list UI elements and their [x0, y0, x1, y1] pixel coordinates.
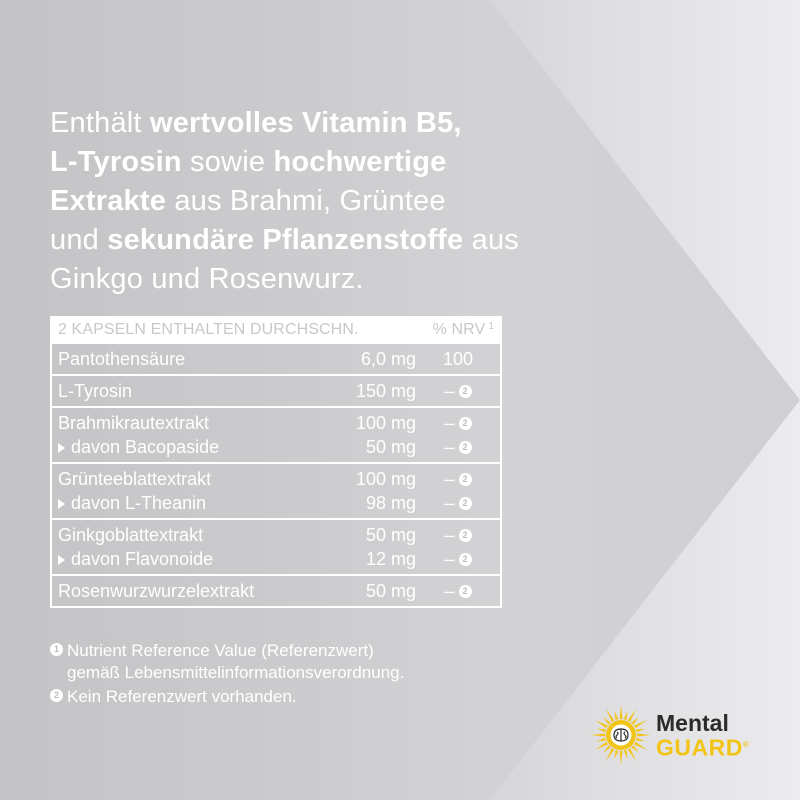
nutrient-name: Grünteeblattextrakt	[58, 468, 212, 489]
nutrient-amount: 50 mg	[365, 580, 416, 601]
table-row: L-Tyrosin 150 mg –2	[52, 379, 500, 403]
table-row: davon L-Theanin 98 mg –2	[52, 491, 500, 515]
headline-part: aus Brahmi, Grüntee	[166, 185, 446, 217]
headline-part: hochwertige	[273, 146, 447, 178]
nutrient-nrv: –2	[426, 493, 500, 514]
nutrient-nrv: –2	[426, 381, 500, 402]
nutrient-nrv: –2	[426, 549, 500, 570]
table-header: 2 KAPSELN ENTHALTEN DURCHSCHN. % NRV 1	[50, 316, 502, 344]
footnote-ref-badge: 2	[458, 416, 472, 430]
headline-part: L-Tyrosin	[50, 146, 182, 178]
nutrition-table: 2 KAPSELN ENTHALTEN DURCHSCHN. % NRV 1 Pa…	[50, 316, 502, 608]
brain-sun-icon	[591, 705, 651, 765]
table-row: davon Flavonoide 12 mg –2	[52, 547, 500, 571]
footnote-line: Kein Referenzwert vorhanden.	[67, 687, 297, 706]
nutrient-name: Rosenwurzwurzelextrakt	[58, 580, 255, 601]
nutrient-nrv: –2	[426, 469, 500, 490]
triangle-right-icon	[58, 554, 65, 565]
headline-part: und	[50, 224, 108, 256]
footnote-ref-badge: 2	[458, 552, 472, 566]
headline-part: Ginkgo und Rosenwurz.	[50, 263, 364, 295]
footnote-ref-badge: 2	[458, 384, 472, 398]
headline: Enthält wertvolles Vitamin B5, L-Tyrosin …	[50, 104, 650, 299]
nutrient-name: davon Bacopaside	[52, 437, 296, 458]
footnote-line: Nutrient Reference Value (Referenzwert)	[67, 641, 374, 660]
headline-part: Extrakte	[50, 185, 167, 217]
headline-part: sowie	[181, 146, 274, 178]
headline-part: aus	[463, 224, 519, 256]
nutrient-amount: 50 mg	[365, 436, 416, 457]
nutrient-nrv: –2	[426, 413, 500, 434]
table-group: Ginkgoblattextrakt 50 mg –2 davon Flavonoid…	[50, 520, 502, 576]
footnote: 1 Nutrient Reference Value (Referenzwert)…	[50, 640, 530, 684]
nutrient-nrv: –2	[426, 581, 500, 602]
footnote-ref-badge: 2	[458, 472, 472, 486]
nutrient-amount: 6,0 mg	[360, 348, 416, 369]
table-row: Brahmikrautextrakt 100 mg –2	[52, 411, 500, 435]
headline-part: sekundäre Pflanzenstoffe	[107, 224, 464, 256]
header-nrv: % NRV 1	[432, 321, 494, 338]
table-group: Brahmikrautextrakt 100 mg –2 davon Bacopasi…	[50, 408, 502, 464]
nutrient-name: Brahmikrautextrakt	[58, 412, 210, 433]
footnote-ref-badge: 2	[50, 689, 63, 702]
nutrient-name: Ginkgoblattextrakt	[58, 524, 204, 545]
nutrient-nrv: –2	[426, 525, 500, 546]
nutrient-amount: 100 mg	[355, 412, 416, 433]
nutrient-amount: 12 mg	[365, 548, 416, 569]
headline-part: wertvolles Vitamin B5,	[149, 107, 462, 139]
table-body: Pantothensäure 6,0 mg 100 L-Tyrosin 150 mg –2…	[50, 344, 502, 608]
registered-mark: ®	[742, 739, 750, 749]
header-nrv-ref: 1	[488, 321, 494, 332]
nutrient-name: davon Flavonoide	[52, 549, 296, 570]
nutrient-amount: 150 mg	[355, 380, 416, 401]
nutrient-name: L-Tyrosin	[58, 380, 133, 401]
footnote-ref-badge: 2	[458, 440, 472, 454]
logo-line1: Mental	[656, 709, 729, 736]
nutrient-amount: 98 mg	[365, 492, 416, 513]
footnote-line: gemäß Lebensmittelinformationsverordnung…	[67, 663, 405, 682]
footnotes: 1 Nutrient Reference Value (Referenzwert)…	[50, 640, 530, 710]
footnote: 2 Kein Referenzwert vorhanden.	[50, 686, 530, 708]
nutrient-name: davon L-Theanin	[52, 493, 296, 514]
table-row: Pantothensäure 6,0 mg 100	[52, 347, 500, 371]
headline-part: Enthält	[50, 107, 150, 139]
nutrient-amount: 100 mg	[355, 468, 416, 489]
table-group: Rosenwurzwurzelextrakt 50 mg –2	[50, 576, 502, 608]
nutrient-amount: 50 mg	[365, 524, 416, 545]
footnote-ref-badge: 2	[458, 584, 472, 598]
header-label: 2 KAPSELN ENTHALTEN DURCHSCHN.	[58, 321, 359, 338]
table-row: Ginkgoblattextrakt 50 mg –2	[52, 523, 500, 547]
footnote-ref-badge: 2	[458, 496, 472, 510]
triangle-right-icon	[58, 498, 65, 509]
logo-line2: GUARD®	[656, 734, 750, 761]
nutrient-nrv: –2	[426, 437, 500, 458]
table-row: davon Bacopaside 50 mg –2	[52, 435, 500, 459]
table-row: Grünteeblattextrakt 100 mg –2	[52, 467, 500, 491]
table-row: Rosenwurzwurzelextrakt 50 mg –2	[52, 579, 500, 603]
table-group: Grünteeblattextrakt 100 mg –2 davon L-Thean…	[50, 464, 502, 520]
nutrient-name: Pantothensäure	[58, 348, 186, 369]
mental-guard-logo: Mental GUARD®	[590, 700, 770, 770]
nutrient-nrv: 100	[442, 348, 474, 369]
footnote-ref-badge: 1	[50, 643, 63, 656]
table-group: Pantothensäure 6,0 mg 100	[50, 344, 502, 376]
footnote-ref-badge: 2	[458, 528, 472, 542]
triangle-right-icon	[58, 442, 65, 453]
table-group: L-Tyrosin 150 mg –2	[50, 376, 502, 408]
